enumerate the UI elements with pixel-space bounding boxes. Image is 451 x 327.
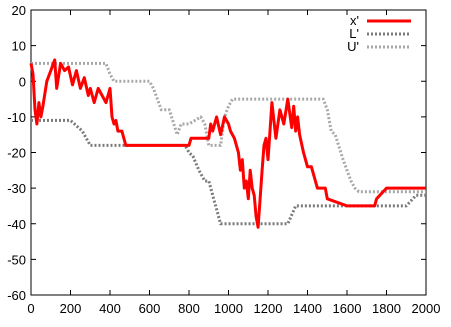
y-tick-label: -30 <box>7 181 26 196</box>
x-tick-label: 1400 <box>293 301 322 316</box>
legend-label: U' <box>347 39 359 54</box>
x-tick-label: 400 <box>99 301 121 316</box>
x-tick-label: 1800 <box>372 301 401 316</box>
x-tick-label: 200 <box>60 301 82 316</box>
ticks-group: 0 200 400 600 800 1000 1200 1400 1600 1800 2000 20 1… <box>7 3 440 316</box>
y-tick-label: 20 <box>12 3 26 18</box>
y-tick-label: -20 <box>7 146 26 161</box>
series-line-0 <box>29 58 426 229</box>
x-tick-label: 0 <box>27 301 34 316</box>
y-tick-label: -60 <box>7 288 26 303</box>
y-tick-label: -50 <box>7 252 26 267</box>
plot-frame <box>30 9 427 296</box>
y-tick-label: -10 <box>7 110 26 125</box>
legend-label: x' <box>350 13 359 28</box>
x-tick-label: 800 <box>178 301 200 316</box>
series-line-2 <box>31 61 426 194</box>
legend: x'L'U' <box>347 13 411 54</box>
x-tick-label: 1000 <box>214 301 243 316</box>
y-tick-label: -40 <box>7 217 26 232</box>
y-tick-label: 10 <box>12 39 26 54</box>
x-tick-label: 2000 <box>412 301 441 316</box>
x-tick-label: 1200 <box>254 301 283 316</box>
series-line-1 <box>31 118 426 226</box>
legend-label: L' <box>349 26 359 41</box>
y-tick-label: 0 <box>19 74 26 89</box>
x-tick-label: 1600 <box>333 301 362 316</box>
series-group <box>29 58 426 229</box>
x-tick-label: 600 <box>139 301 161 316</box>
